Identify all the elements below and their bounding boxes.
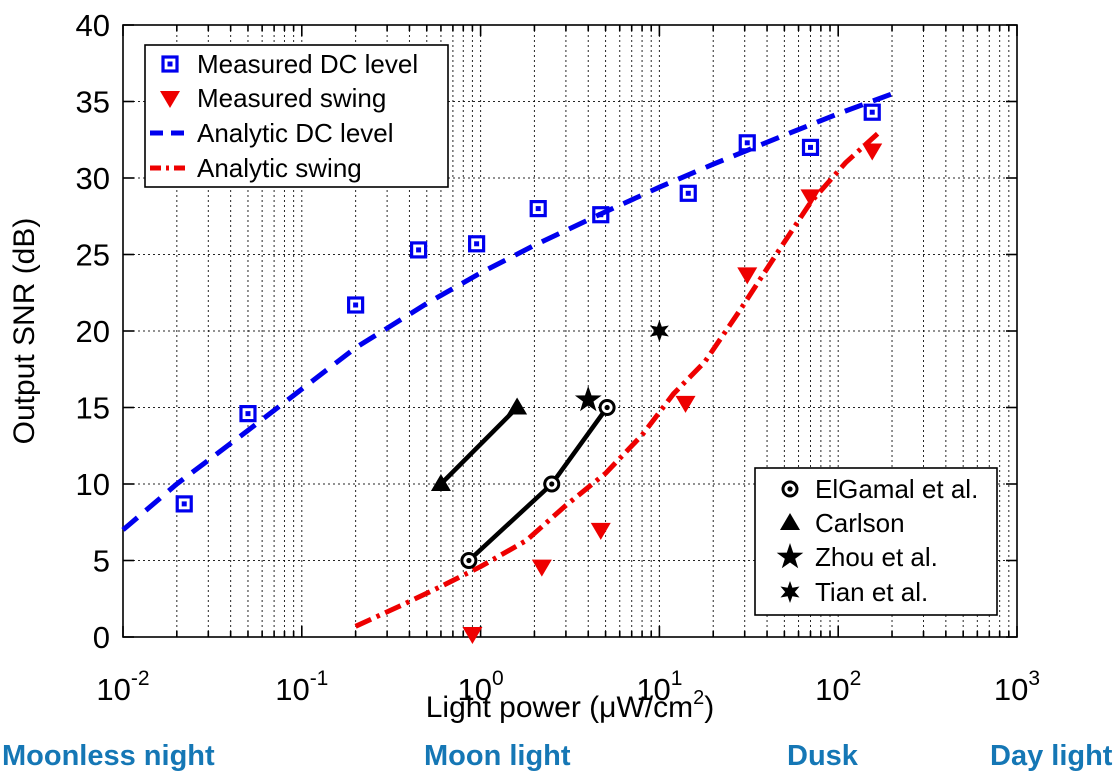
y-tick-30: 30 [76,161,110,196]
illumination-label-day-light: Day light [990,740,1113,772]
legend-references-label-zhou: Zhou et al. [815,542,938,572]
legend-references: ElGamal et al. Carlson Zhou et al. Tian et … [754,467,998,616]
illumination-label-dusk: Dusk [787,740,858,772]
y-tick-25: 25 [76,238,110,273]
series-elgamal [460,399,616,569]
series-analytic-dc [121,91,893,532]
y-tick-0: 0 [93,620,110,655]
axes-frame [122,24,1018,638]
legend-measurements-label-measured-swing: Measured swing [197,83,386,113]
series-measured-swing [462,143,883,644]
legend-measurements-label-measured-dc: Measured DC level [197,49,418,79]
y-axis-label-text: Output SNR (dB) [8,218,41,445]
legend-measurements-label-analytic-swing: Analytic swing [197,153,362,183]
legend-references-label-elgamal: ElGamal et al. [815,474,978,504]
series-analytic-swing [354,130,882,629]
legend-measurements: Measured DC level Measured swing Analytic … [144,44,449,188]
snr-chart: Measured DC level Measured swing Analytic … [8,8,1040,724]
legend-measurements-label-analytic-dc: Analytic DC level [197,118,394,148]
x-tick-10e-1: 10-1 [275,667,328,707]
legend-references-label-tian: Tian et al. [815,577,928,607]
y-tick-20: 20 [76,314,110,349]
illumination-label-moonless-night: Moonless night [2,740,215,772]
x-axis-label: Light power (μW/cm2) [426,687,714,724]
x-axis-label-text: Light power (μW/cm2) [426,687,714,724]
y-tick-10: 10 [76,467,110,502]
illumination-labels: Moonless night Moon light Dusk Day light [0,740,1116,783]
series-tian [649,320,669,342]
series-measured-dc [175,103,881,513]
y-tick-40: 40 [76,8,110,43]
x-tick-10e3: 103 [994,667,1040,707]
y-axis-label: Output SNR (dB) [8,218,41,445]
legend-references-label-carlson: Carlson [815,508,905,538]
x-tick-labels: 10-2 10-1 100 101 102 103 [96,667,1040,707]
x-tick-10e2: 102 [815,667,861,707]
y-tick-5: 5 [93,544,110,579]
y-tick-35: 35 [76,85,110,120]
illumination-label-moon-light: Moon light [424,740,571,772]
y-tick-15: 15 [76,391,110,426]
y-tick-labels: 0 5 10 15 20 25 30 35 40 [76,8,110,655]
x-tick-10e-2: 10-2 [96,667,149,707]
series-zhou [574,385,602,412]
series-carlson [430,397,528,491]
